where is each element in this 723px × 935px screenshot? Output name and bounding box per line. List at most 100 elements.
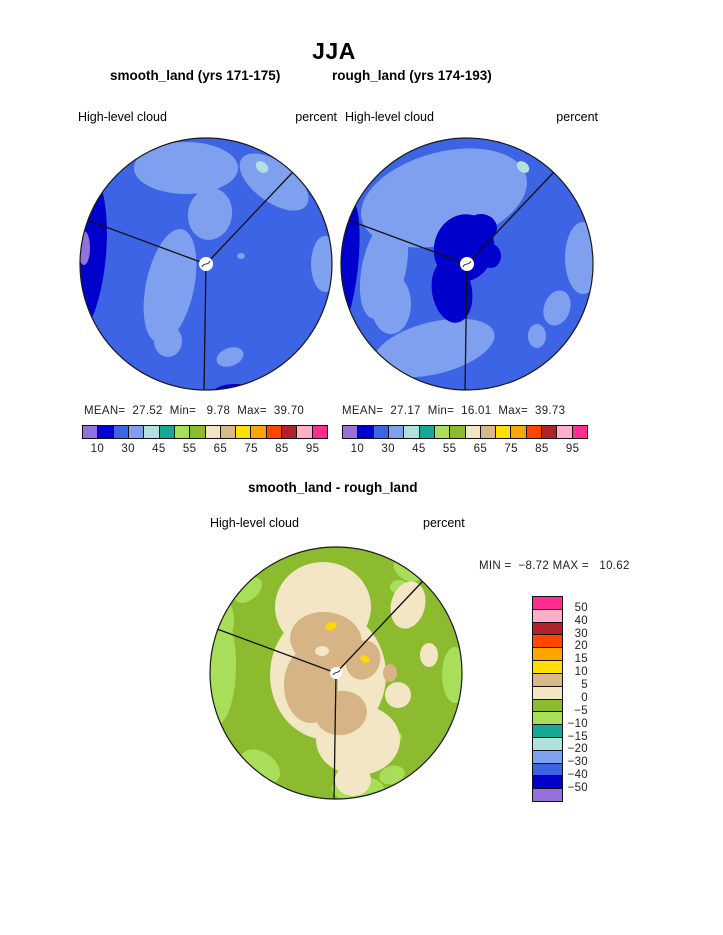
color-swatch — [205, 426, 221, 438]
legend-label: 40 — [574, 615, 588, 627]
diff-units-label: percent — [423, 516, 465, 530]
diff-stats-text: MIN = −8.72 MAX = 10.62 — [479, 560, 630, 572]
color-swatch — [236, 426, 252, 438]
tick-label: 95 — [565, 443, 580, 455]
difference-legend-labels: 50 40 30 20 15 10 5 0 −5 −10 −15 −20 −30… — [532, 596, 588, 802]
rough-land-map-svg — [340, 137, 594, 391]
rough-land-map — [339, 136, 595, 392]
difference-map-outline — [209, 546, 463, 800]
difference-map — [208, 545, 464, 801]
color-swatch — [526, 426, 543, 438]
rough-map-boundary-lines — [347, 172, 554, 390]
tick-label: 45 — [152, 443, 166, 455]
color-swatch — [343, 426, 359, 438]
rough-map-field — [341, 138, 593, 390]
color-swatch — [419, 426, 435, 438]
rough-colorbar — [342, 425, 588, 439]
legend-label: −20 — [567, 743, 588, 755]
diff-title: smooth_land - rough_land — [248, 480, 418, 495]
rough-colorbar-ticks: 10 30 45 55 65 75 85 95 — [342, 443, 588, 457]
color-swatch — [373, 426, 389, 438]
tick-label: 75 — [244, 443, 258, 455]
color-swatch — [533, 725, 562, 738]
smooth-map-pole-hole — [199, 257, 213, 271]
color-swatch — [159, 426, 175, 438]
legend-label: 50 — [574, 602, 588, 614]
smooth-map-outline — [79, 137, 333, 391]
color-swatch — [533, 776, 562, 790]
panel-rough-variable-label: High-level cloud — [345, 110, 434, 124]
color-swatch — [465, 426, 481, 438]
color-swatch — [434, 426, 451, 438]
tick-label: 10 — [90, 443, 105, 455]
rough-stats-text: MEAN= 27.17 Min= 16.01 Max= 39.73 — [342, 405, 566, 417]
color-swatch — [190, 426, 206, 438]
color-swatch — [251, 426, 267, 438]
color-swatch — [220, 426, 237, 438]
legend-label: 20 — [574, 640, 588, 652]
color-swatch — [572, 426, 587, 438]
color-swatch — [496, 426, 512, 438]
color-swatch — [533, 597, 562, 610]
tick-label: 95 — [305, 443, 320, 455]
color-swatch — [266, 426, 283, 438]
color-swatch — [450, 426, 466, 438]
color-swatch — [533, 789, 562, 801]
color-swatch — [83, 426, 99, 438]
color-swatch — [113, 426, 129, 438]
smooth-colorbar — [82, 425, 328, 439]
color-swatch — [542, 426, 558, 438]
legend-label: −15 — [567, 731, 588, 743]
difference-legend-colorbar — [532, 596, 563, 802]
color-swatch — [533, 699, 562, 713]
panel-smooth-variable-label: High-level cloud — [78, 110, 167, 124]
color-swatch — [128, 426, 145, 438]
color-swatch — [533, 648, 562, 662]
color-swatch — [297, 426, 313, 438]
color-swatch — [533, 737, 562, 751]
smooth-map-field — [80, 138, 332, 390]
color-swatch — [533, 712, 562, 726]
smooth-land-map-svg — [79, 137, 333, 391]
color-swatch — [533, 635, 562, 649]
difference-map-svg — [209, 546, 463, 800]
panel-rough-subtitle: rough_land (yrs 174-193) — [332, 68, 492, 83]
color-swatch — [533, 661, 562, 674]
difference-map-field — [210, 547, 462, 799]
tick-label: 85 — [275, 443, 289, 455]
smooth-land-map — [78, 136, 334, 392]
color-swatch — [480, 426, 497, 438]
tick-label: 65 — [213, 443, 228, 455]
color-swatch — [388, 426, 405, 438]
smooth-stats-text: MEAN= 27.52 Min= 9.78 Max= 39.70 — [84, 405, 305, 417]
legend-label: 5 — [581, 679, 588, 691]
legend-label: −40 — [567, 769, 588, 781]
rough-map-pole-hole — [460, 257, 474, 271]
color-swatch — [358, 426, 374, 438]
color-swatch — [533, 750, 562, 764]
legend-label: 30 — [574, 628, 588, 640]
color-swatch — [282, 426, 298, 438]
diff-variable-label: High-level cloud — [210, 516, 299, 530]
difference-map-pole-hole — [330, 667, 342, 679]
tick-label: 30 — [381, 443, 395, 455]
difference-map-boundary-lines — [216, 581, 423, 799]
panel-smooth-subtitle: smooth_land (yrs 171-175) — [110, 68, 281, 83]
legend-label: 10 — [574, 666, 588, 678]
tick-label: 55 — [182, 443, 197, 455]
panel-smooth-units-label: percent — [295, 110, 337, 124]
color-swatch — [144, 426, 160, 438]
legend-label: 15 — [574, 653, 588, 665]
tick-label: 65 — [473, 443, 488, 455]
legend-label: −5 — [574, 705, 588, 717]
color-swatch — [533, 673, 562, 687]
color-swatch — [312, 426, 327, 438]
rough-map-outline — [340, 137, 594, 391]
figure-title: JJA — [312, 38, 356, 64]
legend-label: −10 — [567, 718, 588, 730]
color-swatch — [174, 426, 191, 438]
smooth-map-boundary-lines — [86, 172, 293, 390]
smooth-colorbar-ticks: 10 30 45 55 65 75 85 95 — [82, 443, 328, 457]
color-swatch — [533, 686, 562, 700]
